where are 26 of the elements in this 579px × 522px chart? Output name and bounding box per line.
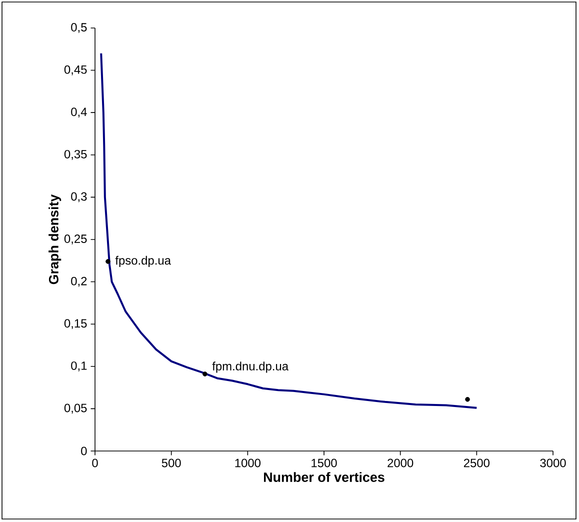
x-axis-title: Number of vertices (264, 472, 384, 482)
point (202, 372, 208, 376)
x-tick-label: 0 (92, 458, 98, 468)
x-tick-label: 2000 (388, 458, 414, 468)
annotation: fpm.dnu.dp.ua (212, 362, 289, 373)
x-tick-label: 1000 (235, 458, 261, 468)
x-tick-label: 3000 (540, 458, 566, 468)
y-tick-label: 0,35 (64, 150, 87, 160)
y-tick-label: 0,5 (71, 23, 87, 33)
y-tick-label: 0,45 (64, 65, 87, 76)
line-series (100, 52, 478, 409)
y-tick-label: 0,05 (64, 404, 87, 414)
x-tick-label: 1500 (312, 458, 337, 468)
point (106, 259, 110, 264)
y-tick-label: 0,4 (71, 108, 87, 118)
y-tick-label: 0 (81, 446, 87, 456)
y-axis-title: Graph density (48, 194, 62, 284)
x-tick-label: 2500 (464, 458, 490, 468)
x-tick-label: 500 (162, 458, 181, 468)
y-tick-label: 0,15 (64, 319, 87, 330)
annotation: fpso.dp.ua (115, 256, 171, 268)
y-tick-label: 0,25 (64, 234, 87, 244)
y-tick-label: 0,1 (71, 361, 87, 372)
point (465, 396, 470, 402)
y-tick-label: 0,2 (71, 276, 87, 287)
y-tick-label: 0,3 (71, 192, 87, 202)
